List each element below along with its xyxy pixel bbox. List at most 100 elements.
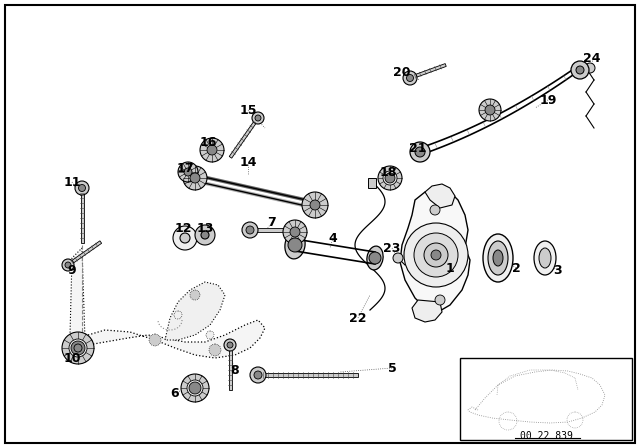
- Circle shape: [184, 168, 192, 176]
- Ellipse shape: [367, 246, 383, 270]
- Text: 1: 1: [445, 262, 454, 275]
- Circle shape: [283, 220, 307, 244]
- Circle shape: [310, 200, 320, 210]
- Circle shape: [288, 238, 302, 252]
- Text: 14: 14: [239, 155, 257, 168]
- Polygon shape: [88, 320, 265, 358]
- Circle shape: [254, 371, 262, 379]
- Circle shape: [485, 105, 495, 115]
- Circle shape: [290, 227, 300, 237]
- Circle shape: [415, 147, 425, 157]
- Circle shape: [576, 66, 584, 74]
- Circle shape: [383, 171, 397, 185]
- Circle shape: [207, 145, 217, 155]
- Circle shape: [178, 162, 198, 182]
- Text: 00 22 839: 00 22 839: [520, 431, 572, 441]
- Circle shape: [435, 295, 445, 305]
- Text: 8: 8: [230, 363, 239, 376]
- Circle shape: [209, 344, 221, 356]
- Text: 10: 10: [63, 352, 81, 365]
- Text: 12: 12: [174, 221, 192, 234]
- Polygon shape: [165, 282, 225, 340]
- Circle shape: [410, 142, 430, 162]
- Circle shape: [479, 99, 501, 121]
- Text: 17: 17: [176, 161, 194, 175]
- Circle shape: [406, 74, 413, 82]
- Circle shape: [69, 339, 87, 357]
- Polygon shape: [229, 117, 259, 158]
- Circle shape: [71, 341, 85, 355]
- Text: 16: 16: [199, 135, 217, 148]
- Polygon shape: [250, 228, 300, 232]
- Circle shape: [195, 225, 215, 245]
- Text: 2: 2: [511, 262, 520, 275]
- Circle shape: [206, 331, 214, 339]
- Circle shape: [62, 259, 74, 271]
- Polygon shape: [400, 188, 470, 312]
- Text: 15: 15: [239, 103, 257, 116]
- Circle shape: [369, 252, 381, 264]
- Polygon shape: [412, 300, 442, 322]
- Text: 19: 19: [540, 94, 557, 107]
- Text: 11: 11: [63, 176, 81, 189]
- Circle shape: [431, 250, 441, 260]
- Circle shape: [74, 344, 82, 352]
- Circle shape: [403, 71, 417, 85]
- Text: 9: 9: [68, 263, 76, 276]
- Polygon shape: [81, 188, 83, 243]
- Circle shape: [224, 339, 236, 351]
- Text: 24: 24: [583, 52, 601, 65]
- Circle shape: [79, 185, 86, 191]
- Text: 3: 3: [553, 263, 561, 276]
- Circle shape: [404, 223, 468, 287]
- Circle shape: [183, 166, 207, 190]
- Polygon shape: [425, 184, 455, 208]
- Text: 18: 18: [380, 165, 397, 178]
- Circle shape: [585, 63, 595, 73]
- Ellipse shape: [483, 234, 513, 282]
- Circle shape: [255, 115, 261, 121]
- Text: 20: 20: [393, 65, 411, 78]
- Ellipse shape: [493, 250, 503, 266]
- Circle shape: [62, 332, 94, 364]
- Ellipse shape: [488, 241, 508, 275]
- Circle shape: [75, 181, 89, 195]
- Text: 23: 23: [383, 241, 401, 254]
- Circle shape: [65, 262, 71, 268]
- Circle shape: [424, 243, 448, 267]
- Circle shape: [385, 173, 395, 183]
- Circle shape: [302, 192, 328, 218]
- Circle shape: [174, 311, 182, 319]
- Circle shape: [227, 342, 233, 348]
- Polygon shape: [410, 64, 446, 79]
- Bar: [460, 358, 632, 440]
- Circle shape: [190, 290, 200, 300]
- Circle shape: [414, 233, 458, 277]
- Circle shape: [250, 367, 266, 383]
- Polygon shape: [67, 241, 102, 266]
- Ellipse shape: [285, 231, 305, 259]
- Circle shape: [242, 222, 258, 238]
- Circle shape: [201, 231, 209, 239]
- Bar: [368, 178, 376, 188]
- Circle shape: [173, 226, 197, 250]
- Ellipse shape: [539, 248, 551, 268]
- Circle shape: [180, 233, 190, 243]
- Polygon shape: [228, 345, 232, 390]
- Circle shape: [181, 374, 209, 402]
- Circle shape: [571, 61, 589, 79]
- Text: 6: 6: [171, 387, 179, 400]
- Circle shape: [187, 380, 203, 396]
- Text: 21: 21: [409, 142, 427, 155]
- Ellipse shape: [534, 241, 556, 275]
- Circle shape: [378, 166, 402, 190]
- Text: 4: 4: [328, 232, 337, 245]
- Circle shape: [200, 138, 224, 162]
- Circle shape: [246, 226, 254, 234]
- Circle shape: [190, 173, 200, 183]
- Circle shape: [430, 205, 440, 215]
- Text: 13: 13: [196, 221, 214, 234]
- Text: 7: 7: [268, 215, 276, 228]
- Polygon shape: [258, 373, 358, 377]
- Polygon shape: [70, 248, 90, 355]
